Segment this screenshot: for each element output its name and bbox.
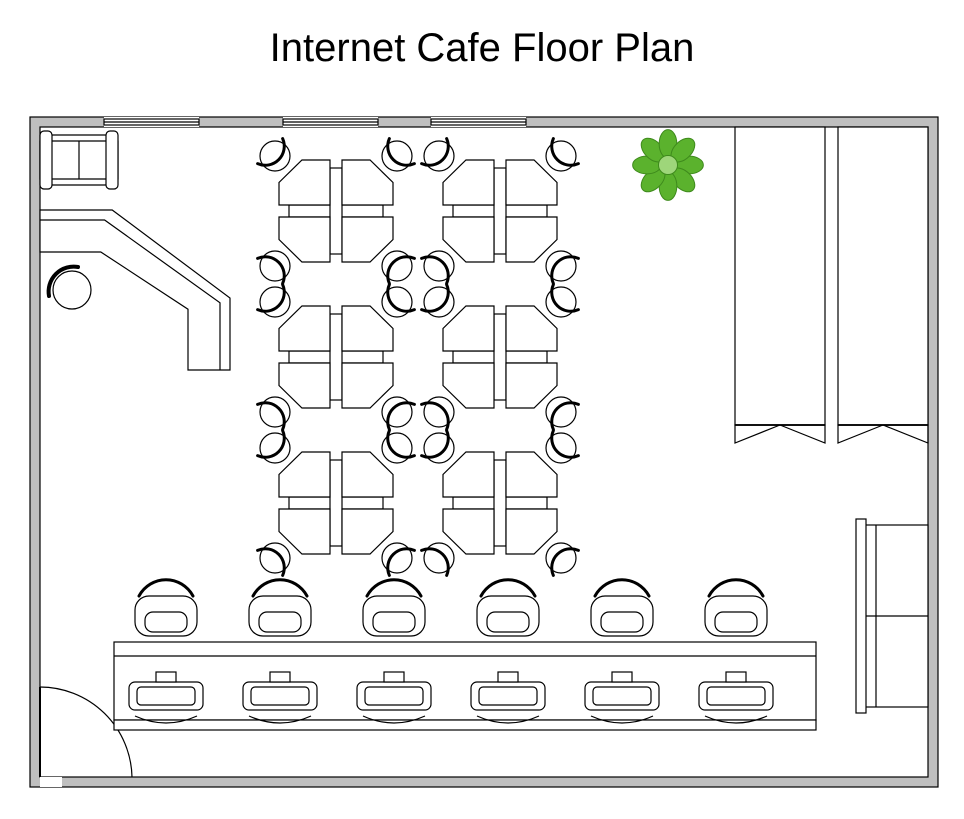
window xyxy=(283,117,378,127)
plant-icon xyxy=(633,130,704,201)
cabinet xyxy=(856,519,928,713)
window xyxy=(431,117,526,127)
closet xyxy=(838,127,928,443)
sofa xyxy=(40,131,118,189)
floor-plan-canvas xyxy=(0,0,964,819)
window xyxy=(104,117,199,127)
closet xyxy=(735,127,825,443)
